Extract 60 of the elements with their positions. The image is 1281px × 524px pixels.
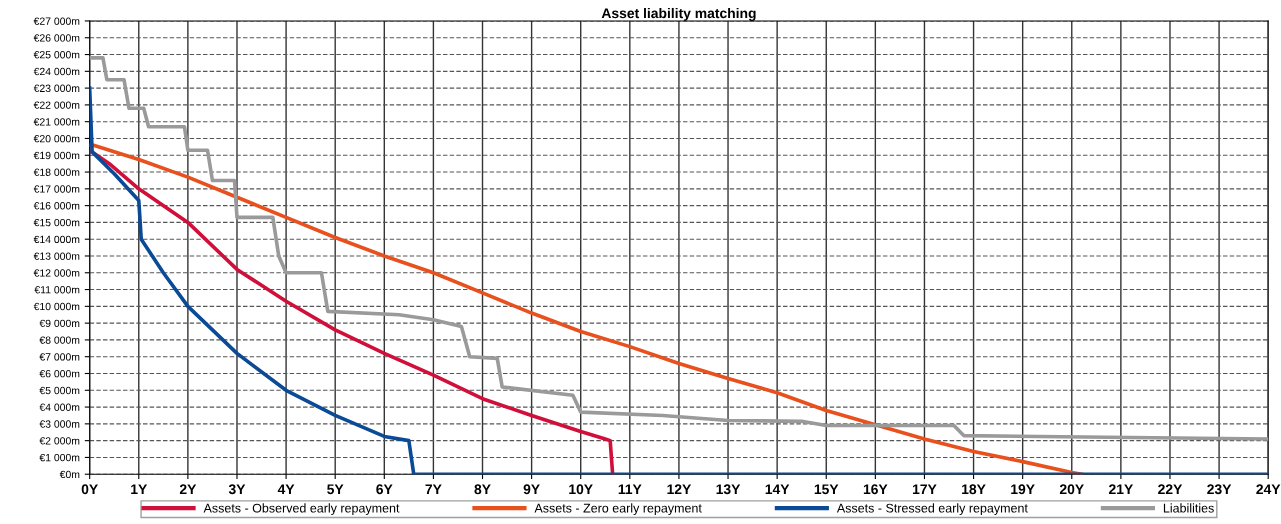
- x-tick-label: 13Y: [716, 484, 741, 495]
- legend-label: Liabilities: [1163, 503, 1214, 513]
- y-tick-label: €15 000m: [33, 218, 80, 227]
- x-tick-label: 24Y: [1256, 484, 1281, 495]
- y-tick-label: €21 000m: [33, 118, 80, 126]
- x-tick-label: 23Y: [1207, 484, 1232, 495]
- x-tick-label: 9Y: [523, 484, 540, 495]
- y-tick-label: €19 000m: [33, 151, 80, 160]
- x-tick-label: 21Y: [1109, 484, 1134, 495]
- y-tick-label: €0m: [59, 470, 80, 479]
- x-tick-label: 20Y: [1059, 484, 1084, 495]
- x-tick-label: 18Y: [962, 484, 986, 495]
- y-tick-label: €17 000m: [33, 185, 80, 193]
- y-tick-label: €20 000m: [33, 134, 80, 143]
- y-tick-label: €6 000m: [39, 370, 80, 378]
- x-tick-label: 2Y: [179, 484, 197, 495]
- chart-title: Asset liability matching: [601, 7, 756, 21]
- y-tick-label: €5 000m: [39, 386, 80, 395]
- x-tick-label: 8Y: [474, 484, 491, 495]
- x-tick-label: 15Y: [814, 484, 839, 495]
- y-tick-label: €8 000m: [39, 336, 80, 344]
- y-tick-label: €4 000m: [39, 403, 80, 411]
- y-tick-label: €27 000m: [33, 17, 80, 25]
- y-tick-label: €9 000m: [39, 319, 80, 328]
- y-tick-label: €22 000m: [33, 101, 80, 109]
- y-tick-label: €18 000m: [33, 168, 80, 176]
- x-tick-label: 17Y: [912, 484, 937, 495]
- y-tick-label: €11 000m: [34, 286, 80, 294]
- y-tick-label: €7 000m: [39, 353, 80, 361]
- x-tick-label: 6Y: [376, 484, 393, 495]
- x-tick-label: 19Y: [1011, 484, 1035, 495]
- line-series: [89, 150, 615, 475]
- x-tick-label: 3Y: [228, 484, 246, 495]
- x-tick-label: 12Y: [667, 484, 692, 495]
- y-tick-label: €24 000m: [33, 67, 80, 76]
- x-tick-label: 5Y: [327, 484, 344, 495]
- x-tick-label: 10Y: [569, 484, 593, 495]
- y-tick-label: €1 000m: [39, 453, 80, 462]
- y-tick-label: €2 000m: [39, 437, 80, 445]
- legend-label: Assets - Observed early repayment: [203, 503, 400, 516]
- y-tick-label: €13 000m: [33, 252, 80, 260]
- y-tick-label: €23 000m: [33, 84, 80, 92]
- x-tick-label: 7Y: [425, 484, 442, 495]
- y-tick-label: €14 000m: [33, 235, 80, 244]
- y-tick-label: €10 000m: [33, 302, 80, 311]
- legend-label: Assets - Zero early repayment: [534, 503, 702, 516]
- y-tick-label: €26 000m: [33, 34, 80, 42]
- x-tick-label: 22Y: [1158, 484, 1183, 495]
- legend-label: Assets - Stressed early repayment: [836, 503, 1028, 516]
- x-tick-label: 14Y: [765, 484, 790, 495]
- x-tick-label: 1Y: [131, 484, 148, 495]
- x-tick-label: 4Y: [277, 484, 295, 495]
- x-tick-label: 16Y: [863, 484, 888, 495]
- y-tick-label: €16 000m: [33, 202, 80, 210]
- y-tick-label: €25 000m: [33, 51, 80, 59]
- line-series: [89, 56, 1269, 441]
- x-tick-label: 11Y: [618, 484, 642, 495]
- y-tick-label: €12 000m: [33, 269, 80, 277]
- x-tick-label: 0Y: [81, 484, 98, 495]
- y-tick-label: €3 000m: [39, 420, 80, 428]
